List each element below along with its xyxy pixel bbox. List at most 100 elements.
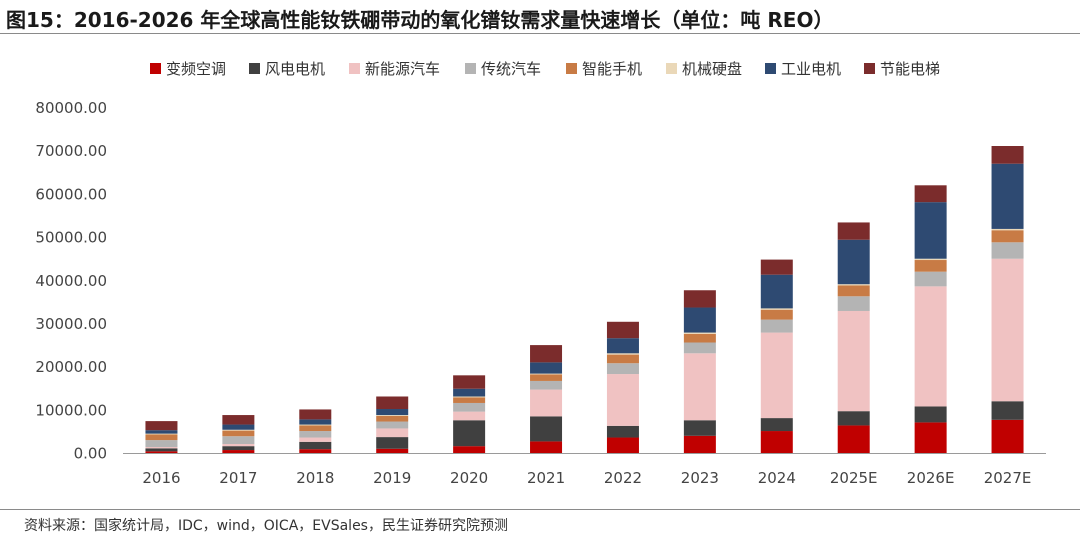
bar-segment <box>914 185 947 203</box>
bar-segment <box>299 409 332 420</box>
legend-label: 传统汽车 <box>481 60 541 78</box>
bar-segment <box>991 401 1024 420</box>
legend-label: 风电电机 <box>265 60 325 78</box>
bar-segment <box>606 354 639 364</box>
bar-segment <box>683 290 716 308</box>
bar-segment <box>376 415 409 416</box>
bar-segment <box>683 332 716 334</box>
x-tick-label: 2021 <box>527 469 565 487</box>
bar-segment <box>760 274 793 309</box>
bar-segment <box>530 380 563 390</box>
bar-segment <box>991 242 1024 259</box>
bar-segment <box>530 373 563 375</box>
legend-label: 节能电梯 <box>880 60 940 78</box>
bar-segment <box>145 430 178 434</box>
bar-segment <box>760 418 793 432</box>
bar-stack <box>222 415 255 454</box>
legend-item: 工业电机 <box>765 60 841 78</box>
legend-swatch <box>349 63 360 74</box>
legend-swatch <box>150 63 161 74</box>
bar-stack <box>837 222 870 454</box>
y-tick-label: 10000.00 <box>35 401 107 419</box>
legend-swatch <box>566 63 577 74</box>
bar-segment <box>837 425 870 454</box>
x-tick-label: 2026E <box>907 469 955 487</box>
bar-stack <box>760 259 793 454</box>
bar-segment <box>299 449 332 454</box>
bar-segment <box>299 441 332 450</box>
bar-segment <box>299 424 332 426</box>
legend-swatch <box>465 63 476 74</box>
bar-segment <box>760 308 793 310</box>
footer-divider <box>0 509 1080 510</box>
legend-swatch <box>666 63 677 74</box>
legend-item: 风电电机 <box>249 60 325 78</box>
x-tick-label: 2027E <box>984 469 1032 487</box>
bar-segment <box>453 402 486 412</box>
bar-segment <box>837 296 870 311</box>
legend-swatch <box>249 63 260 74</box>
bar-segment <box>145 433 178 435</box>
x-tick-label: 2024 <box>758 469 796 487</box>
bar-segment <box>991 146 1024 164</box>
bar-segment <box>606 353 639 355</box>
bar-segment <box>530 374 563 381</box>
legend-item: 变频空调 <box>150 60 226 78</box>
legend-label: 机械硬盘 <box>682 60 742 78</box>
bar-segment <box>760 259 793 275</box>
bar-segment <box>606 425 639 438</box>
bar-segment <box>914 406 947 423</box>
legend-item: 传统汽车 <box>465 60 541 78</box>
bar-segment <box>837 285 870 297</box>
legend-item: 智能手机 <box>566 60 642 78</box>
bar-segment <box>453 388 486 397</box>
chart-title: 图15：2016-2026 年全球高性能钕铁硼带动的氧化镨钕需求量快速增长（单位… <box>6 8 834 32</box>
bar-segment <box>606 374 639 426</box>
bar-stack <box>453 375 486 454</box>
bar-segment <box>145 448 178 452</box>
bar-segment <box>376 428 409 438</box>
x-tick-label: 2016 <box>142 469 180 487</box>
y-tick-label: 60000.00 <box>35 185 107 203</box>
bar-segment <box>837 284 870 286</box>
bar-segment <box>376 409 409 416</box>
bar-segment <box>376 415 409 422</box>
y-tick-label: 70000.00 <box>35 142 107 160</box>
bar-segment <box>222 446 255 451</box>
bar-segment <box>606 363 639 375</box>
bar-segment <box>606 321 639 339</box>
bar-segment <box>222 415 255 425</box>
bar-segment <box>530 362 563 374</box>
bar-segment <box>760 319 793 333</box>
bar-segment <box>760 332 793 419</box>
bar-segment <box>222 443 255 447</box>
y-tick-label: 20000.00 <box>35 358 107 376</box>
bar-segment <box>530 389 563 417</box>
bar-segment <box>991 419 1024 454</box>
bar-segment <box>683 420 716 436</box>
x-tick-label: 2018 <box>296 469 334 487</box>
bar-segment <box>914 260 947 272</box>
legend-label: 变频空调 <box>166 60 226 78</box>
bar-segment <box>145 447 178 449</box>
y-tick-label: 50000.00 <box>35 229 107 247</box>
legend-swatch <box>765 63 776 74</box>
x-tick-label: 2023 <box>681 469 719 487</box>
bar-segment <box>683 353 716 421</box>
bar-segment <box>453 396 486 398</box>
x-axis: 2016 2017 2018 2019 2020 2021 2022 2023 2024 2025… <box>123 453 1046 487</box>
bar-segment <box>837 310 870 412</box>
bar-stack <box>376 396 409 454</box>
bar-segment <box>991 258 1024 402</box>
bar-stack <box>606 321 639 454</box>
bar-segment <box>145 421 178 431</box>
title-divider <box>0 33 1080 34</box>
bar-segment <box>376 448 409 454</box>
bar-segment <box>991 228 1024 231</box>
x-tick-label: 2017 <box>219 469 257 487</box>
bar-segment <box>760 309 793 320</box>
bar-segment <box>530 416 563 442</box>
bar-segment <box>299 419 332 425</box>
bar-segment <box>606 437 639 454</box>
